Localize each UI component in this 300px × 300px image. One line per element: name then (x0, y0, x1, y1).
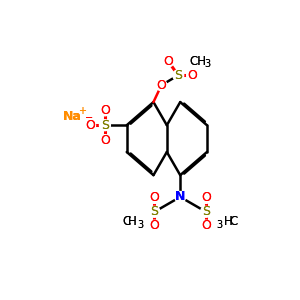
Circle shape (149, 206, 160, 217)
Text: −: − (85, 113, 93, 123)
Text: CH: CH (190, 55, 207, 68)
Text: Na: Na (63, 110, 82, 123)
Text: C: C (123, 215, 131, 228)
Text: S: S (101, 119, 109, 132)
Text: −: − (85, 113, 93, 123)
Text: CH: CH (190, 55, 207, 68)
Text: 3: 3 (137, 220, 144, 230)
Text: O: O (100, 104, 110, 117)
Text: O: O (187, 69, 197, 82)
Text: O: O (157, 79, 166, 92)
Text: S: S (174, 69, 182, 82)
Text: 3: 3 (217, 220, 223, 230)
Text: O: O (201, 219, 211, 232)
Circle shape (173, 70, 184, 81)
Text: S: S (151, 205, 158, 218)
Text: +: + (78, 106, 86, 116)
Text: C: C (123, 215, 131, 228)
Text: O: O (149, 191, 159, 204)
Text: O: O (187, 69, 197, 82)
Text: O: O (164, 55, 173, 68)
Text: O: O (157, 79, 166, 92)
Circle shape (100, 135, 110, 146)
Circle shape (200, 193, 211, 203)
Text: C: C (230, 215, 238, 228)
Circle shape (100, 105, 110, 116)
Circle shape (200, 220, 211, 231)
Circle shape (100, 120, 110, 131)
Text: Na: Na (63, 110, 82, 123)
Circle shape (149, 220, 160, 231)
Text: O: O (164, 55, 173, 68)
Text: O: O (100, 134, 110, 147)
Circle shape (163, 56, 174, 67)
Circle shape (156, 80, 167, 91)
Text: S: S (202, 205, 210, 218)
Text: O: O (100, 134, 110, 147)
Text: O: O (100, 104, 110, 117)
Text: 3: 3 (204, 59, 210, 69)
Text: N: N (175, 190, 185, 203)
Text: N: N (175, 190, 185, 203)
Circle shape (175, 191, 186, 203)
Text: S: S (101, 119, 109, 132)
Text: 3: 3 (204, 59, 210, 69)
Circle shape (85, 120, 95, 131)
Circle shape (149, 193, 160, 203)
Text: 3: 3 (217, 220, 223, 230)
Text: S: S (174, 69, 182, 82)
Text: O: O (149, 219, 159, 232)
Text: H: H (224, 215, 232, 228)
Text: 3: 3 (137, 220, 144, 230)
Text: +: + (78, 106, 86, 116)
Text: C: C (230, 215, 238, 228)
Text: O: O (149, 219, 159, 232)
Text: S: S (202, 205, 210, 218)
Text: S: S (151, 205, 158, 218)
Text: H: H (128, 215, 137, 228)
Text: O: O (85, 119, 95, 132)
Text: H: H (128, 215, 137, 228)
Text: O: O (149, 191, 159, 204)
Text: H: H (224, 215, 232, 228)
Text: O: O (85, 119, 95, 132)
Text: O: O (201, 191, 211, 204)
Text: O: O (201, 191, 211, 204)
Circle shape (200, 206, 211, 217)
Circle shape (187, 70, 198, 81)
Text: O: O (201, 219, 211, 232)
